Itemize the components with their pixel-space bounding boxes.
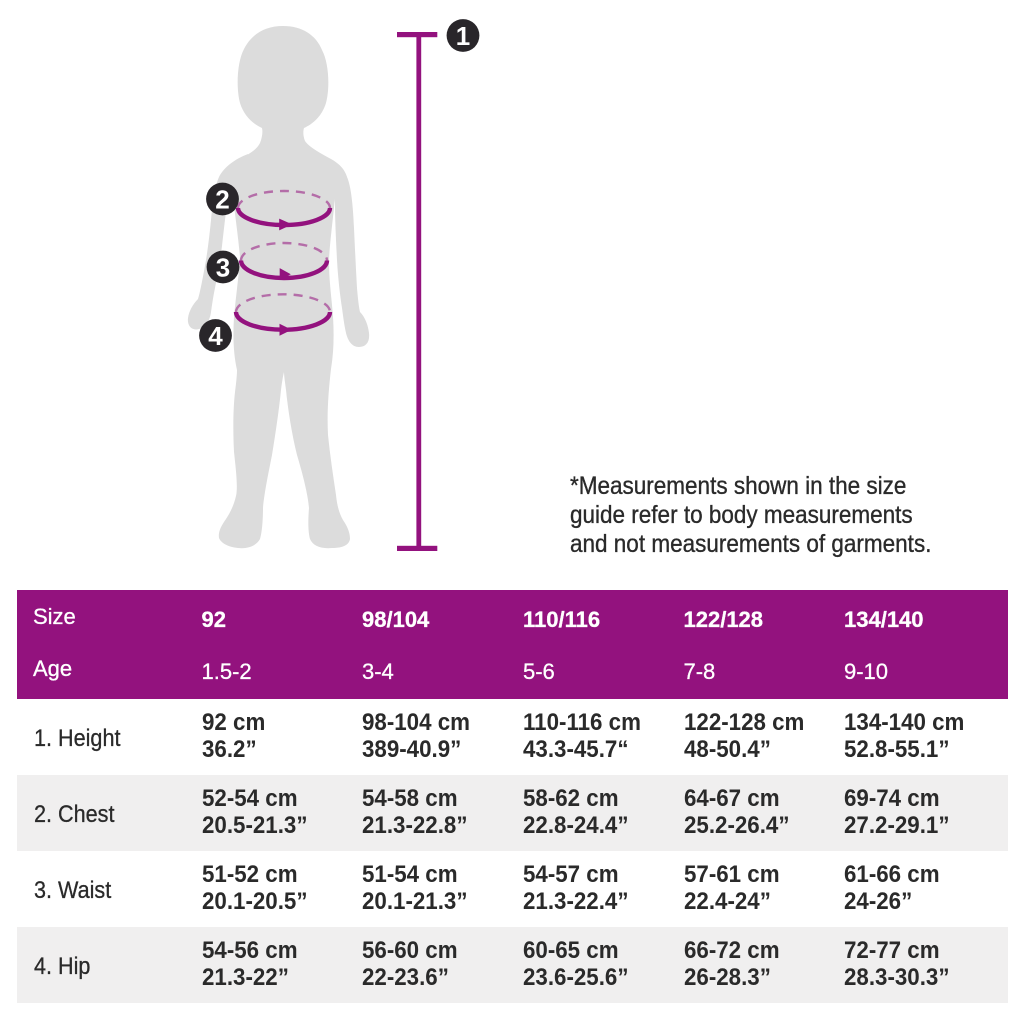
svg-text:2: 2 — [215, 185, 229, 215]
svg-text:1: 1 — [456, 21, 470, 51]
svg-text:3: 3 — [216, 253, 230, 283]
svg-text:4: 4 — [208, 321, 223, 351]
